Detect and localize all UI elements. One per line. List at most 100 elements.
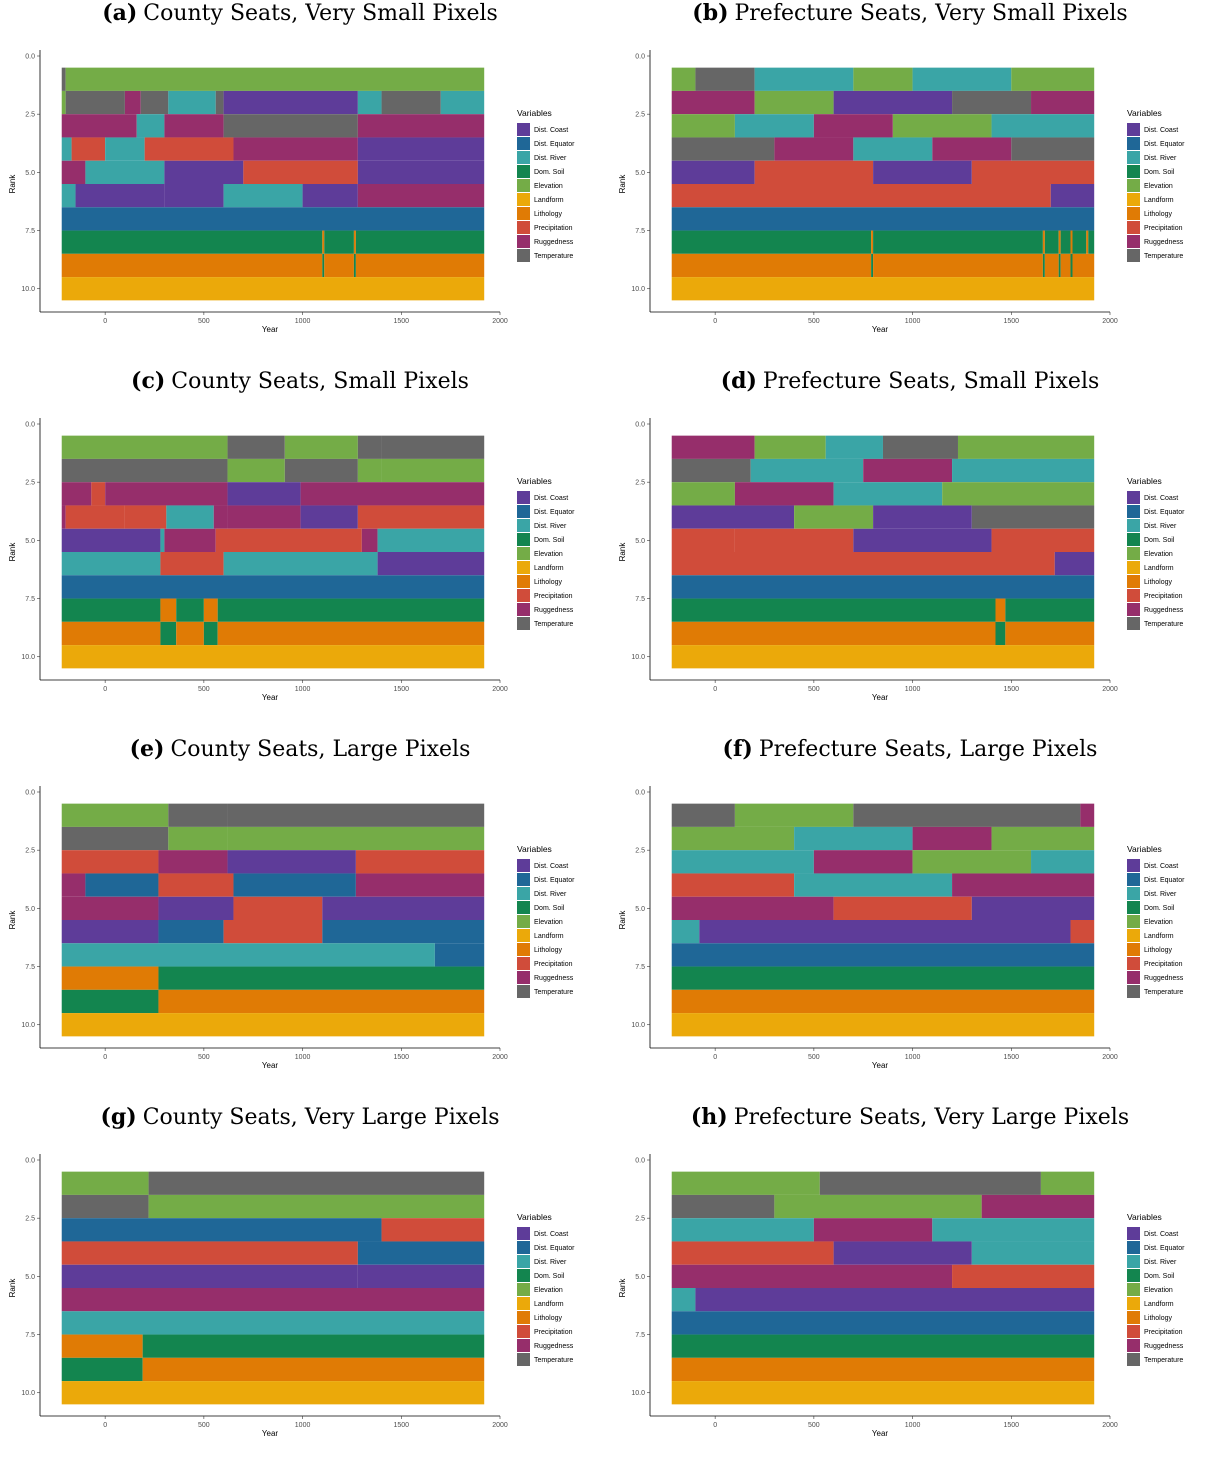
heatmap-tile [61, 575, 485, 599]
heatmap-tile [833, 482, 943, 506]
legend-item-label: Dist. River [534, 523, 567, 530]
y-tick-label: 0.0 [25, 54, 35, 61]
heatmap-chart: 0.0 2.5 5.0 7.5 10.0 0 500 1000 1500 2000 Year Rank… [8, 1154, 575, 1438]
heatmap-tile [142, 1357, 485, 1382]
y-tick-label: 10.0 [631, 1022, 645, 1029]
legend-swatch [1127, 505, 1140, 518]
heatmap-tile [85, 160, 165, 184]
heatmap-tiles [671, 1171, 1095, 1405]
legend-item-label: Dist. River [1144, 155, 1177, 162]
heatmap-tile [203, 621, 218, 646]
legend-item-label: Dom. Soil [1144, 1273, 1175, 1280]
heatmap-tile [882, 435, 958, 459]
heatmap-tile [952, 90, 1032, 115]
panel-title: (f) Prefecture Seats, Large Pixels [610, 736, 1210, 762]
legend-item-label: Dist. Equator [534, 877, 575, 884]
heatmap-tile [995, 621, 1006, 646]
x-tick-label: 1000 [905, 686, 921, 693]
legend-swatch [1127, 1297, 1140, 1310]
legend-item-label: Temperature [1144, 1357, 1183, 1364]
x-tick-label: 1000 [295, 686, 311, 693]
y-tick-label: 10.0 [21, 1022, 35, 1029]
legend-item-label: Dom. Soil [534, 169, 565, 176]
legend-swatch [517, 1311, 530, 1324]
heatmap-tile [873, 160, 972, 184]
panel-title-text: Prefecture Seats, Small Pixels [762, 369, 1100, 394]
heatmap-tile [377, 528, 485, 552]
heatmap-tile [136, 114, 165, 138]
heatmap-tile [995, 598, 1006, 622]
legend-swatch [1127, 1269, 1140, 1282]
heatmap-tile [61, 943, 435, 967]
heatmap-tile [1070, 253, 1073, 278]
heatmap-tile [671, 67, 696, 91]
legend-swatch [1127, 123, 1140, 136]
legend-item-label: Elevation [1144, 1287, 1173, 1294]
y-tick-label: 2.5 [635, 480, 645, 487]
heatmap-tile [227, 458, 285, 483]
heatmap-tile [61, 873, 86, 897]
heatmap-tile [853, 67, 913, 91]
legend-swatch [1127, 547, 1140, 560]
legend-swatch [517, 533, 530, 546]
legend: Variables Dist. Coast Dist. Equator Dist. R… [1127, 476, 1185, 630]
heatmap-tile [991, 826, 1095, 851]
panel-title: (b) Prefecture Seats, Very Small Pixels [610, 0, 1210, 26]
legend-item-label: Dist. Equator [1144, 141, 1185, 148]
heatmap-tile [1042, 253, 1045, 278]
chart-panel-f: (f) Prefecture Seats, Large Pixels 0.0 2.5… [610, 736, 1210, 1101]
heatmap-tile [227, 435, 285, 459]
x-tick-label: 0 [103, 1054, 107, 1061]
y-tick-label: 0.0 [25, 422, 35, 429]
legend: Variables Dist. Coast Dist. Equator Dist. R… [517, 844, 575, 998]
heatmap-tile [671, 966, 1095, 990]
legend-swatch [517, 1227, 530, 1240]
heatmap-tile [91, 482, 106, 506]
legend-swatch [517, 137, 530, 150]
x-tick-label: 0 [713, 318, 717, 325]
heatmap-tile [942, 482, 1095, 506]
legend-swatch [1127, 235, 1140, 248]
x-tick-label: 1500 [1003, 1422, 1019, 1429]
legend-swatch [1127, 207, 1140, 220]
y-axis-title: Rank [618, 542, 627, 562]
legend-swatch [517, 887, 530, 900]
heatmap-tile [833, 1241, 972, 1265]
heatmap-tile [164, 528, 216, 552]
legend-swatch [517, 193, 530, 206]
legend-swatch [517, 943, 530, 956]
x-tick-label: 1500 [1003, 686, 1019, 693]
heatmap-tile [671, 1381, 1095, 1405]
x-tick-label: 0 [103, 686, 107, 693]
heatmap-tile [284, 435, 358, 459]
heatmap-tile [952, 458, 1095, 483]
heatmap-tile [671, 184, 1051, 208]
panel-label: (g) [100, 1104, 137, 1130]
heatmap-tile [671, 277, 1095, 301]
panel-title: (d) Prefecture Seats, Small Pixels [610, 368, 1210, 394]
heatmap-tile [357, 160, 485, 184]
legend-item-label: Lithology [1144, 947, 1173, 954]
y-tick-label: 5.0 [25, 170, 35, 177]
panel-label: (c) [131, 368, 166, 394]
x-tick-label: 1000 [295, 1422, 311, 1429]
legend-item-label: Dist. Coast [534, 863, 568, 870]
heatmap-tile [158, 850, 228, 874]
legend-item-label: Dom. Soil [534, 905, 565, 912]
heatmap-tile [357, 184, 485, 208]
heatmap-tile [61, 435, 228, 459]
heatmap-tile [61, 896, 159, 920]
legend-swatch [1127, 873, 1140, 886]
heatmap-tile [1042, 230, 1045, 254]
heatmap-tile [148, 1171, 485, 1195]
heatmap-tile [813, 850, 913, 874]
heatmap-tile [148, 1194, 485, 1219]
legend-item-label: Ruggedness [534, 239, 574, 246]
heatmap-tile [140, 90, 169, 115]
heatmap-tile [671, 230, 872, 254]
heatmap-tile [1005, 621, 1095, 646]
heatmap-tile [61, 850, 159, 874]
y-tick-label: 5.0 [635, 1274, 645, 1281]
heatmap-tile [912, 850, 1032, 874]
x-tick-label: 2000 [1102, 686, 1118, 693]
